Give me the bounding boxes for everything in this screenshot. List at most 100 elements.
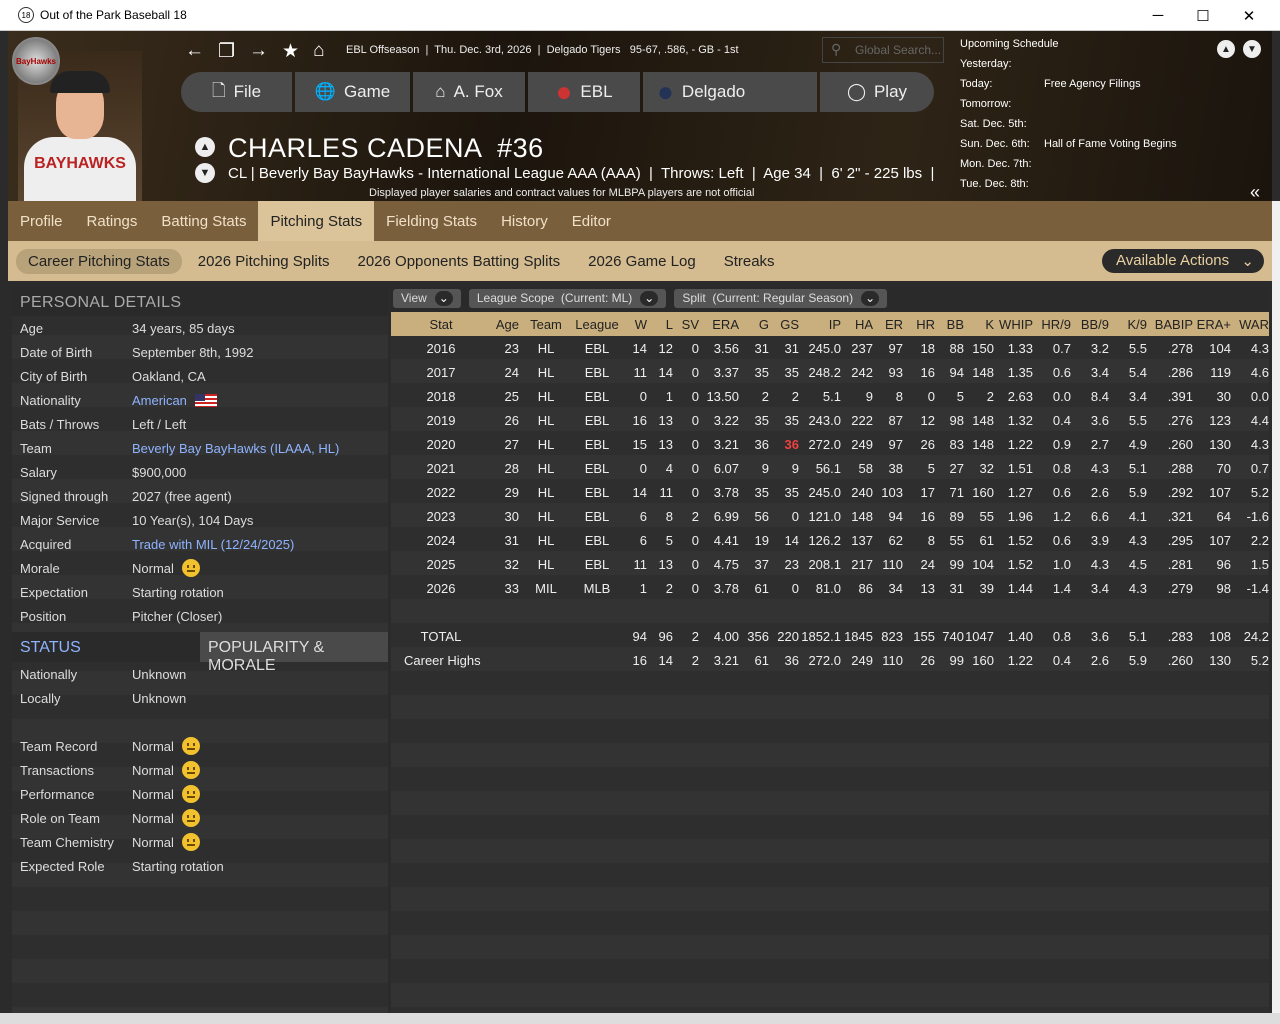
column-header[interactable]: HR xyxy=(903,312,935,336)
close-button[interactable]: ✕ xyxy=(1242,7,1256,25)
tab-ratings[interactable]: Ratings xyxy=(86,212,138,230)
detail-value[interactable]: American xyxy=(132,392,187,408)
column-header[interactable]: K xyxy=(964,312,994,336)
column-header[interactable]: WHIP xyxy=(994,312,1033,336)
column-header[interactable]: HR/9 xyxy=(1033,312,1071,336)
title-bar: 18 Out of the Park Baseball 18 ─ ☐ ✕ xyxy=(0,0,1280,31)
nav-manager-button[interactable]: ⌂ A. Fox xyxy=(413,72,525,112)
table-cell: 1047 xyxy=(965,628,994,644)
subtab-streaks[interactable]: Streaks xyxy=(723,252,775,270)
star-icon[interactable]: ★ xyxy=(282,41,300,62)
subtab-opponents-splits[interactable]: 2026 Opponents Batting Splits xyxy=(357,252,561,270)
tab-status[interactable]: STATUS xyxy=(12,632,200,662)
table-header: Stat Age Team League W L SV ERA G GS IP HA ER HR BB K WH… xyxy=(391,312,1269,336)
table-cell: 30 xyxy=(504,508,519,524)
home-icon[interactable]: ⌂ xyxy=(313,40,325,61)
column-header[interactable]: IP xyxy=(799,312,841,336)
view-dropdown[interactable]: View ⌄ xyxy=(393,289,461,308)
detail-value[interactable]: Beverly Bay BayHawks (ILAAA, HL) xyxy=(132,440,340,456)
split-dropdown[interactable]: Split (Current: Regular Season) ⌄ xyxy=(674,289,888,308)
schedule-day: Tomorrow: xyxy=(960,98,1012,110)
table-cell: 0.8 xyxy=(1052,460,1071,476)
copy-icon[interactable]: ❐ xyxy=(218,41,236,62)
table-cell: 1.52 xyxy=(1007,556,1033,572)
table-cell xyxy=(1193,600,1231,624)
column-header[interactable]: L xyxy=(647,312,673,336)
column-header[interactable]: SV xyxy=(673,312,699,336)
subtab-game-log[interactable]: 2026 Game Log xyxy=(588,252,696,270)
detail-value: $900,000 xyxy=(132,464,187,480)
tab-editor[interactable]: Editor xyxy=(571,212,611,230)
maximize-button[interactable]: ☐ xyxy=(1196,7,1210,25)
column-header[interactable]: Stat xyxy=(391,312,491,336)
column-header[interactable]: ER xyxy=(873,312,903,336)
table-cell: HL xyxy=(537,484,555,500)
subtab-pitching-splits[interactable]: 2026 Pitching Splits xyxy=(197,252,330,270)
tab-batting-stats[interactable]: Batting Stats xyxy=(161,212,247,230)
nav-team-button[interactable]: ● Delgado xyxy=(643,72,817,112)
detail-row: Team Beverly Bay BayHawks (ILAAA, HL) xyxy=(20,436,380,460)
scrollbar[interactable] xyxy=(1272,201,1280,1013)
subtab-career-pitching[interactable]: Career Pitching Stats xyxy=(16,248,182,274)
collapse-icon[interactable]: « xyxy=(1250,182,1261,202)
column-header[interactable]: G xyxy=(739,312,769,336)
available-actions-button[interactable]: Available Actions ⌄ xyxy=(1102,249,1264,273)
table-cell: 11 xyxy=(633,364,648,380)
table-cell xyxy=(935,600,964,624)
chevron-down-icon[interactable]: ▼ xyxy=(1243,40,1261,58)
column-header[interactable]: Team xyxy=(519,312,573,336)
column-header[interactable]: BABIP xyxy=(1147,312,1193,336)
detail-row: Bats / Throws Left / Left xyxy=(20,412,380,436)
column-header[interactable]: GS xyxy=(769,312,799,336)
column-header[interactable]: ERA xyxy=(699,312,739,336)
back-arrow-icon[interactable]: ← xyxy=(185,40,204,61)
schedule-event[interactable]: Free Agency Filings xyxy=(1044,78,1141,90)
chevron-down-icon: ⌄ xyxy=(434,291,453,306)
tab-pitching-stats[interactable]: Pitching Stats xyxy=(258,201,375,241)
table-row: 2018 25 HL EBL 0 1 0 13.50 2 2 5.1 9 8 0 5 2 2.63 0.0 8.4 3… xyxy=(391,384,1269,408)
table-cell: 3.78 xyxy=(713,580,739,596)
table-cell: 208.1 xyxy=(808,556,841,572)
table-cell xyxy=(903,600,935,624)
table-cell: 2.7 xyxy=(1090,436,1109,452)
table-cell: 5.1 xyxy=(822,388,841,404)
schedule-event[interactable]: Hall of Fame Voting Begins xyxy=(1044,138,1177,150)
table-cell: 4.75 xyxy=(713,556,739,572)
table-cell: 87 xyxy=(888,412,903,428)
column-header[interactable]: ERA+ xyxy=(1193,312,1231,336)
tab-popularity-morale[interactable]: POPULARITY & MORALE xyxy=(200,632,388,674)
detail-label: Salary xyxy=(20,464,57,480)
table-cell: 6 xyxy=(639,508,647,524)
column-header[interactable]: League xyxy=(573,312,621,336)
league-scope-dropdown[interactable]: League Scope (Current: ML) ⌄ xyxy=(468,289,667,308)
global-search-input[interactable]: ⚲ Global Search... xyxy=(822,37,944,63)
minimize-button[interactable]: ─ xyxy=(1152,7,1164,24)
detail-value: 34 years, 85 days xyxy=(132,320,235,336)
nav-league-button[interactable]: ● EBL xyxy=(528,72,640,112)
jersey-text: BAYHAWKS xyxy=(24,137,136,201)
table-cell: 2.6 xyxy=(1090,484,1109,500)
column-header[interactable]: W xyxy=(621,312,647,336)
column-header[interactable]: Age xyxy=(491,312,519,336)
column-header[interactable]: WAR xyxy=(1231,312,1269,336)
nav-game-button[interactable]: 🌐 Game xyxy=(295,72,410,112)
nav-file-button[interactable]: 🗋 File xyxy=(181,72,292,112)
chevron-up-icon[interactable]: ▲ xyxy=(1217,40,1235,58)
nav-play-button[interactable]: ◯ Play xyxy=(820,72,934,112)
next-player-button[interactable]: ▼ xyxy=(195,163,215,183)
column-header[interactable]: K/9 xyxy=(1109,312,1147,336)
previous-player-button[interactable]: ▲ xyxy=(195,137,215,157)
column-header[interactable]: BB/9 xyxy=(1071,312,1109,336)
table-cell xyxy=(841,600,873,624)
table-cell: 26 xyxy=(920,652,935,668)
forward-arrow-icon[interactable]: → xyxy=(249,40,269,61)
tab-fielding-stats[interactable]: Fielding Stats xyxy=(386,212,478,230)
tab-history[interactable]: History xyxy=(501,212,548,230)
column-header[interactable]: HA xyxy=(841,312,873,336)
detail-value[interactable]: Trade with MIL (12/24/2025) xyxy=(132,536,295,552)
table-cell: 1.22 xyxy=(1007,436,1033,452)
column-header[interactable]: BB xyxy=(935,312,964,336)
tab-profile[interactable]: Profile xyxy=(20,212,63,230)
table-cell xyxy=(1109,600,1147,624)
table-cell: 14 xyxy=(784,532,799,548)
